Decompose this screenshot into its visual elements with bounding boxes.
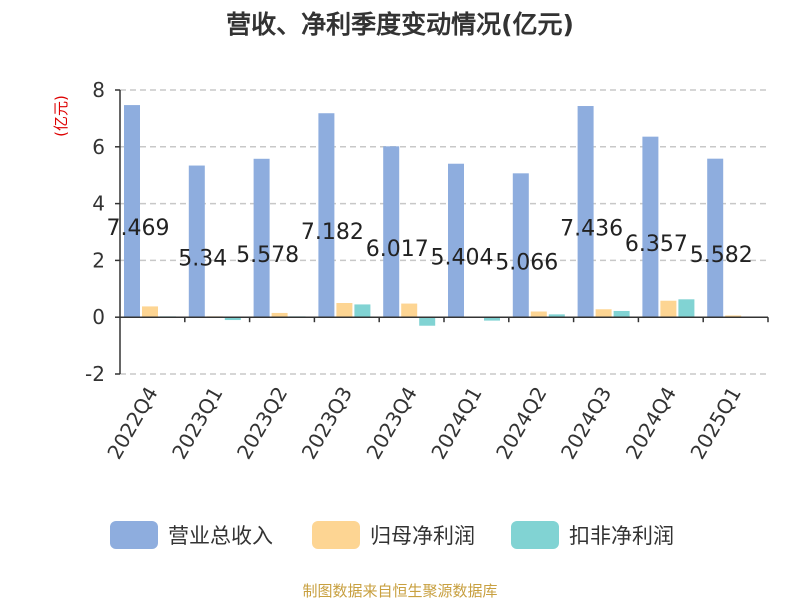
x-tick-label: 2023Q3 <box>297 383 357 464</box>
legend-label: 归母净利润 <box>370 524 475 548</box>
data-label: 7.182 <box>301 220 364 245</box>
bar <box>595 309 612 318</box>
grid-lines <box>120 89 768 375</box>
bar <box>188 165 205 318</box>
bar <box>419 317 436 326</box>
bar <box>660 300 677 318</box>
data-label: 7.436 <box>560 217 623 242</box>
x-tick-label: 2023Q1 <box>167 383 227 464</box>
y-tick-label: -2 <box>85 362 105 386</box>
footer-source: 制图数据来自恒生聚源数据库 <box>302 582 497 600</box>
legend-swatch <box>312 521 360 549</box>
y-tick-label: 8 <box>92 78 105 102</box>
x-tick-label: 2024Q1 <box>426 383 486 464</box>
x-tick-label: 2023Q4 <box>361 383 421 464</box>
bar <box>613 310 630 318</box>
bar <box>448 163 464 318</box>
bar <box>124 105 140 318</box>
data-label: 5.578 <box>236 243 299 268</box>
y-tick-label: 2 <box>92 248 105 272</box>
bar <box>142 306 158 318</box>
bar <box>642 136 659 318</box>
legend-swatch <box>110 521 158 549</box>
y-axis-label: (亿元) <box>52 95 70 137</box>
bar <box>336 303 353 318</box>
bar <box>401 303 418 318</box>
data-label: 6.357 <box>625 232 688 257</box>
data-label: 5.582 <box>690 243 753 268</box>
bar <box>512 173 529 318</box>
data-label: 6.017 <box>366 237 429 262</box>
bar <box>318 113 335 318</box>
legend-label: 营业总收入 <box>168 524 273 548</box>
bar <box>577 106 594 318</box>
legend: 营业总收入 归母净利润 扣非净利润 <box>110 521 674 549</box>
bar <box>548 314 565 318</box>
x-tick-label: 2025Q1 <box>685 383 745 464</box>
bar <box>725 315 742 318</box>
data-label: 5.34 <box>178 246 227 271</box>
x-tick-label: 2022Q4 <box>102 383 162 464</box>
y-tick-label: 0 <box>92 305 105 329</box>
bar <box>484 317 500 321</box>
bar <box>707 158 724 318</box>
data-label: 7.469 <box>107 216 170 241</box>
bar <box>224 317 241 321</box>
bar <box>678 299 695 318</box>
legend-swatch <box>511 521 559 549</box>
bar <box>383 146 400 318</box>
data-label: 5.066 <box>495 250 558 275</box>
bar <box>253 158 270 318</box>
x-tick-label: 2023Q2 <box>232 383 292 464</box>
y-tick-label: 4 <box>92 192 105 216</box>
data-label: 5.404 <box>431 245 494 270</box>
y-tick-label: 6 <box>92 135 105 159</box>
chart-title: 营收、净利季度变动情况(亿元) <box>226 10 574 39</box>
x-tick-label: 2024Q2 <box>491 383 551 464</box>
bar <box>530 311 547 318</box>
x-tick-label: 2024Q3 <box>556 383 616 464</box>
bar <box>354 304 371 318</box>
bars <box>124 105 760 326</box>
bar <box>271 312 288 318</box>
x-tick-label: 2024Q4 <box>621 383 681 464</box>
legend-label: 扣非净利润 <box>569 524 674 548</box>
